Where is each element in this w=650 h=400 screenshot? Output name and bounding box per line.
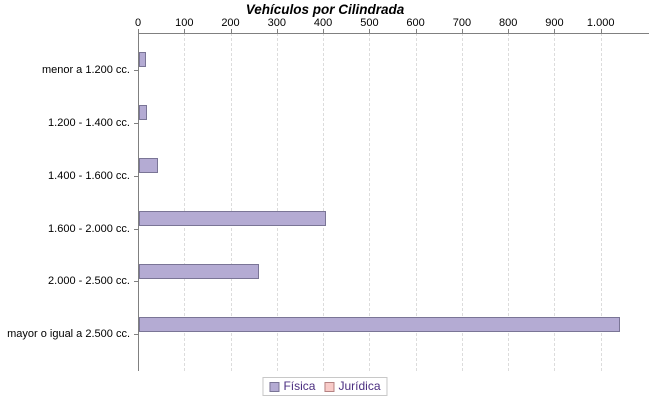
y-axis-tick — [134, 122, 138, 124]
x-axis-tick-label: 100 — [175, 17, 194, 29]
category-label: menor a 1.200 cc. — [41, 63, 130, 76]
category-label: 1.400 - 1.600 cc. — [48, 169, 130, 182]
category-label: 1.200 - 1.400 cc. — [48, 116, 130, 129]
gridline — [461, 33, 463, 371]
y-axis-tick — [134, 281, 138, 283]
x-axis-tick-label: 0 — [134, 17, 142, 29]
bar-fisica — [139, 104, 147, 120]
y-axis-line — [138, 33, 139, 371]
gridline — [323, 33, 325, 371]
x-axis-tick — [461, 29, 463, 33]
gridline — [184, 33, 186, 371]
x-axis-tick — [554, 29, 556, 33]
y-axis-tick — [134, 69, 138, 71]
chart-legend: Física Jurídica — [262, 377, 388, 396]
x-axis-tick — [415, 29, 417, 33]
x-axis-tick — [369, 29, 371, 33]
bar-fisica — [139, 316, 621, 332]
x-axis-tick — [276, 29, 278, 33]
gridline — [415, 33, 417, 371]
x-axis-tick-label: 700 — [452, 17, 472, 29]
bar-fisica — [139, 51, 146, 67]
y-axis-tick — [134, 228, 138, 230]
x-axis-tick — [184, 29, 186, 33]
bar-fisica — [139, 157, 159, 173]
y-axis-tick — [134, 175, 138, 177]
category-label: 2.000 - 2.500 cc. — [48, 275, 130, 288]
gridline — [508, 33, 510, 371]
x-axis-tick-label: 800 — [499, 17, 518, 29]
x-axis-tick-label: 1.000 — [586, 17, 615, 29]
category-label: 1.600 - 2.000 cc. — [48, 222, 130, 235]
legend-item-juridica: Jurídica — [324, 379, 381, 393]
gridline — [369, 33, 371, 371]
x-axis-tick — [323, 29, 325, 33]
x-axis-tick — [600, 29, 602, 33]
x-axis-tick-label: 200 — [221, 17, 240, 29]
x-axis-tick — [138, 29, 139, 33]
legend-item-fisica: Física — [269, 380, 315, 393]
gridline — [600, 33, 602, 371]
x-axis-tick-label: 300 — [267, 17, 286, 29]
legend-swatch-juridica — [324, 381, 335, 392]
x-axis-tick-label: 900 — [545, 17, 564, 29]
gridline — [554, 33, 556, 371]
gridline — [230, 33, 232, 371]
bar-fisica — [139, 210, 327, 226]
bar-fisica — [139, 263, 260, 279]
legend-label-fisica: Física — [283, 379, 316, 393]
legend-swatch-fisica — [269, 381, 280, 392]
legend-label-juridica: Jurídica — [338, 379, 381, 393]
x-axis-tick-label: 500 — [360, 17, 379, 29]
x-axis-tick-label: 600 — [406, 17, 425, 29]
x-axis-tick-label: 400 — [313, 17, 333, 29]
x-axis-tick — [508, 29, 510, 33]
chart-title: Vehículos por Cilindrada — [245, 2, 405, 17]
x-axis-line — [138, 33, 649, 34]
x-axis-tick — [230, 29, 232, 33]
y-axis-tick — [134, 334, 138, 336]
gridline — [276, 33, 278, 371]
category-label: mayor o igual a 2.500 cc. — [7, 328, 130, 341]
